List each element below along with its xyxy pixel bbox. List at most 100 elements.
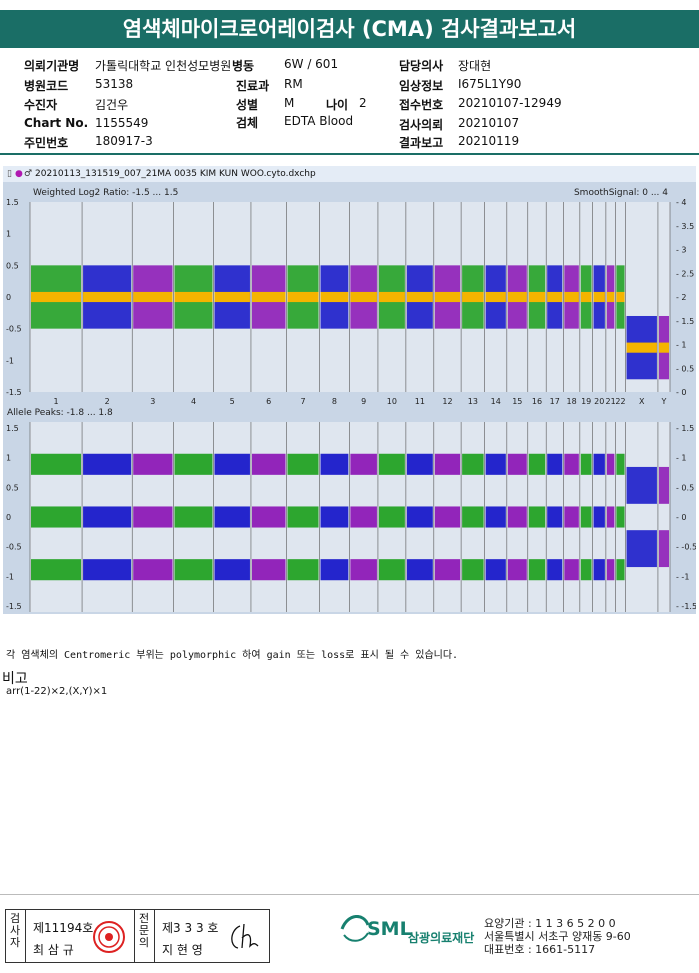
chr-label-19: 19 <box>581 397 591 406</box>
bottom-right-tick: - -1.5 <box>676 602 696 611</box>
lab-line2: 서울특별시 서초구 양재동 9-60 <box>484 930 631 943</box>
field-value: 20210107-12949 <box>458 96 562 110</box>
bottom-left-tick: 1 <box>6 454 11 463</box>
allele-band-1-1 <box>31 506 82 528</box>
allele-band-12-1 <box>434 506 461 528</box>
top-left-tick: -1 <box>6 356 14 365</box>
file-icon: ▯ <box>7 169 12 179</box>
report-title: 염색체마이크로어레이검사 (CMA) 검사결과보고서 <box>0 10 699 48</box>
smooth-signal-2 <box>83 291 132 303</box>
chr-label-21: 21 <box>606 397 616 406</box>
allele-band-10-0 <box>378 453 405 475</box>
allele-band-21-0 <box>606 453 615 475</box>
lab-address: 요양기관 : 1 1 3 6 5 2 0 0 서울특별시 서초구 양재동 9-6… <box>484 917 631 956</box>
field-value: 장대현 <box>458 59 492 73</box>
field-label: 검체 <box>236 116 259 130</box>
chr-label-18: 18 <box>566 397 576 406</box>
allele-band-17-0 <box>547 453 563 475</box>
top-right-tick: - 2.5 <box>676 269 694 278</box>
top-right-tick: - 3.5 <box>676 222 694 231</box>
patient-info: 의뢰기관명 가톨릭대학교 인천성모병원 병동 6W / 601 담당의사 장대현… <box>0 52 699 152</box>
field-value: 20210107 <box>458 116 520 130</box>
allele-band-19-0 <box>580 453 592 475</box>
smooth-signal-22 <box>616 291 625 303</box>
smooth-signal-14 <box>485 291 506 303</box>
allele-band-7-1 <box>287 506 319 528</box>
plot-filename: 20210113_131519_007_21MA 0035 KIM KUN WO… <box>35 169 316 179</box>
bottom-left-tick: 0 <box>6 513 11 522</box>
bottom-right-tick: - 0.5 <box>676 483 694 492</box>
chr-label-Y: Y <box>661 397 667 406</box>
allele-band-5-0 <box>214 453 250 475</box>
top-right-tick: - 2 <box>676 293 687 302</box>
field-label: 나이 <box>326 98 349 112</box>
allele-band-13-2 <box>462 559 484 581</box>
top-left-tick: 0 <box>6 293 11 302</box>
allele-band-8-2 <box>320 559 349 581</box>
allele-band-20-0 <box>593 453 605 475</box>
smooth-signal-13 <box>462 291 484 303</box>
lab-logo-text: SML <box>367 918 412 940</box>
field-label: 임상정보 <box>399 79 444 93</box>
cma-plot: ▯ ● ♂ 20210113_131519_007_21MA 0035 KIM … <box>3 166 696 614</box>
female-icon: ● <box>15 169 23 179</box>
field-value: 김건우 <box>95 98 129 112</box>
smooth-signal-16 <box>528 291 546 303</box>
smooth-signal-19 <box>580 291 592 303</box>
specialist-license: 제3 3 3 호 <box>162 921 219 935</box>
top-left-tick: -1.5 <box>6 388 22 397</box>
smooth-signal-label: SmoothSignal: 0 ... 4 <box>574 188 668 198</box>
allele-band-15-2 <box>507 559 527 581</box>
field-label: 검사의뢰 <box>399 118 444 132</box>
allele-band-11-0 <box>406 453 433 475</box>
lab-line3: 대표번호 : 1661-5117 <box>484 943 596 956</box>
smooth-signal-11 <box>406 291 433 303</box>
allele-band-22-1 <box>616 506 625 528</box>
allele-band-13-0 <box>462 453 484 475</box>
allele-band-14-2 <box>485 559 506 581</box>
chr-label-13: 13 <box>468 397 478 406</box>
allele-band-6-1 <box>251 506 286 528</box>
bottom-left-tick: -1.5 <box>6 602 22 611</box>
bottom-left-tick: -1 <box>6 572 14 581</box>
smooth-signal-7 <box>287 291 319 303</box>
top-panel-label: Weighted Log2 Ratio: -1.5 ... 1.5 <box>33 188 178 198</box>
chr-label-12: 12 <box>442 397 452 406</box>
lab-name: 삼광의료재단 <box>408 931 475 945</box>
centromere-note: 각 염색체의 Centromeric 부위는 polymorphic 하여 ga… <box>6 650 459 661</box>
allele-band-14-1 <box>485 506 506 528</box>
seal-stamp <box>93 921 125 953</box>
allele-band-2-0 <box>83 453 132 475</box>
lab-line1: 요양기관 : 1 1 3 6 5 2 0 0 <box>484 917 616 930</box>
allele-band-18-2 <box>564 559 579 581</box>
chr-label-16: 16 <box>532 397 542 406</box>
allele-band-20-1 <box>593 506 605 528</box>
top-right-tick: - 3 <box>676 246 687 255</box>
allele-band-12-2 <box>434 559 461 581</box>
allele-band-9-0 <box>350 453 377 475</box>
field-value: RM <box>284 77 303 91</box>
allele-band-18-1 <box>564 506 579 528</box>
smooth-signal-6 <box>251 291 286 303</box>
allele-band-1-0 <box>31 453 82 475</box>
tester-name: 최 삼 규 <box>33 943 74 957</box>
bottom-right-tick: - 1.5 <box>676 424 694 433</box>
plot-canvas: 1.5 1 0.5 0 -0.5 -1 -1.5 - 4 - 3.5 - 3 - 2.5 - 2 - 1… <box>6 188 696 612</box>
allele-band-4-1 <box>174 506 213 528</box>
field-value: 1155549 <box>95 116 149 130</box>
divider <box>154 910 155 962</box>
allele-band-19-2 <box>580 559 592 581</box>
smooth-signal-5 <box>214 291 250 303</box>
allele-band-3-1 <box>133 506 173 528</box>
bottom-panel-label: Allele Peaks: -1.8 ... 1.8 <box>7 408 113 418</box>
chr-label-5: 5 <box>230 397 235 406</box>
smooth-signal-20 <box>593 291 605 303</box>
allele-band-6-0 <box>251 453 286 475</box>
smooth-signal-21 <box>606 291 615 303</box>
smooth-signal-8 <box>320 291 349 303</box>
allele-band-X-0 <box>626 530 657 568</box>
chr-label-11: 11 <box>415 397 425 406</box>
allele-band-4-2 <box>174 559 213 581</box>
lab-logo-icon <box>340 915 370 942</box>
field-value: 53138 <box>95 77 134 91</box>
